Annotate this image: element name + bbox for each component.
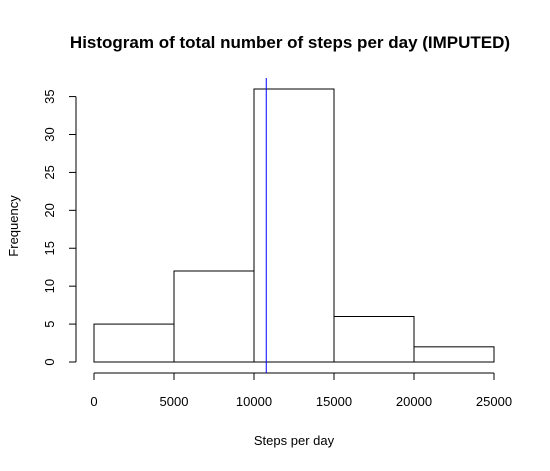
y-tick-label: 15 <box>42 241 57 255</box>
y-tick-label: 5 <box>42 320 57 327</box>
x-axis-label: Steps per day <box>254 433 335 448</box>
x-tick-label: 0 <box>90 394 97 409</box>
x-tick-label: 15000 <box>316 394 352 409</box>
y-axis: 0 5 10 15 20 25 30 35 <box>42 89 77 366</box>
x-tick-label: 20000 <box>396 394 432 409</box>
y-tick-label: 0 <box>42 358 57 365</box>
y-tick-label: 25 <box>42 165 57 179</box>
x-tick-label: 25000 <box>476 394 512 409</box>
histogram-bar-1 <box>173 270 255 363</box>
x-tick-label: 5000 <box>160 394 189 409</box>
chart-title: Histogram of total number of steps per d… <box>70 33 510 52</box>
y-tick-label: 30 <box>42 127 57 141</box>
y-tick-label: 10 <box>42 279 57 293</box>
x-tick-label: 10000 <box>236 394 272 409</box>
histogram-bar-2 <box>253 88 335 363</box>
x-axis: 0 5000 10000 15000 20000 25000 <box>90 372 512 409</box>
y-tick-label: 20 <box>42 203 57 217</box>
y-tick-label: 35 <box>42 89 57 103</box>
histogram-bar-0 <box>93 323 175 363</box>
bars-group <box>93 88 495 363</box>
histogram-bar-4 <box>413 346 495 363</box>
histogram-bar-3 <box>333 316 415 363</box>
y-axis-label: Frequency <box>6 195 21 257</box>
